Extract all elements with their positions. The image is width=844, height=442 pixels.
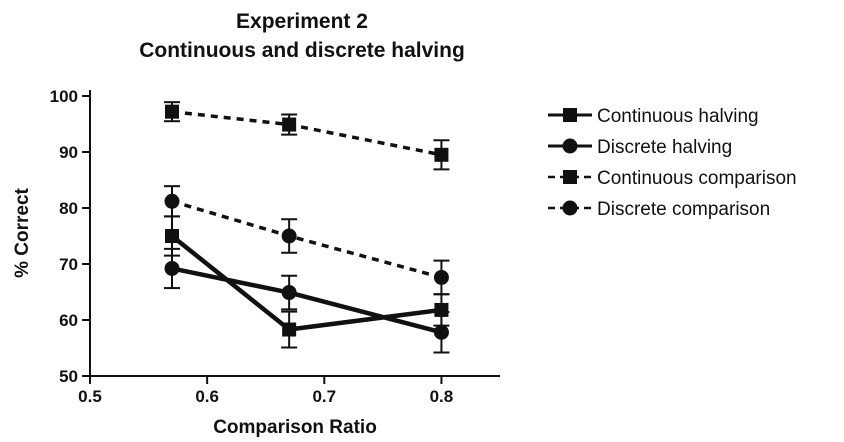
y-tick-label: 90: [59, 143, 78, 162]
x-tick-label: 0.8: [430, 387, 454, 406]
legend-item-continuous-halving: Continuous halving: [548, 106, 759, 127]
legend-item-continuous-comparison: Continuous comparison: [548, 168, 797, 189]
data-point: [433, 269, 449, 285]
legend-label: Discrete comparison: [597, 199, 770, 220]
x-tick-label: 0.7: [312, 387, 336, 406]
x-axis-ticks: 0.5 0.6 0.7 0.8: [78, 376, 453, 406]
plot-area: [164, 101, 450, 354]
data-point: [164, 193, 180, 209]
legend-marker: [562, 200, 578, 216]
chart-title: Experiment 2 Continuous and discrete hal…: [139, 10, 465, 62]
data-point: [165, 229, 179, 243]
legend-marker: [563, 108, 577, 122]
y-tick-label: 60: [59, 311, 78, 330]
data-point: [164, 260, 180, 276]
x-axis-title: Comparison Ratio: [213, 417, 377, 438]
y-axis-title: % Correct: [12, 187, 33, 277]
data-point: [165, 104, 179, 119]
data-point: [433, 324, 449, 340]
series-line: [171, 266, 442, 335]
legend-marker: [563, 170, 577, 184]
chart-title-line-1: Experiment 2: [236, 10, 368, 33]
series-continuous-comparison: [164, 101, 450, 171]
legend-marker: [562, 138, 578, 154]
series-discrete-halving: [164, 247, 450, 354]
data-point: [281, 228, 297, 244]
legend-label: Discrete halving: [597, 137, 732, 158]
legend: Continuous halving Discrete halving Contin…: [548, 106, 797, 220]
series-continuous-halving: [164, 215, 450, 349]
data-point: [282, 117, 297, 132]
y-tick-label: 100: [50, 87, 78, 106]
series-line: [171, 109, 442, 157]
x-tick-label: 0.5: [78, 387, 102, 406]
y-tick-label: 70: [59, 255, 78, 274]
data-point: [281, 285, 297, 301]
chart-title-line-2: Continuous and discrete halving: [139, 39, 465, 62]
legend-item-discrete-halving: Discrete halving: [548, 137, 732, 158]
y-tick-label: 80: [59, 199, 78, 218]
series-discrete-comparison: [164, 185, 450, 296]
legend-label: Continuous halving: [597, 106, 759, 127]
series-line: [170, 234, 442, 332]
data-point: [282, 322, 297, 337]
x-tick-label: 0.6: [195, 387, 219, 406]
legend-label: Continuous comparison: [597, 168, 797, 189]
data-point: [434, 147, 449, 162]
legend-item-discrete-comparison: Discrete comparison: [548, 199, 770, 220]
y-axis-ticks: 50 60 70 80 90 100: [50, 87, 90, 386]
data-point: [434, 302, 449, 317]
y-tick-label: 50: [59, 367, 78, 386]
